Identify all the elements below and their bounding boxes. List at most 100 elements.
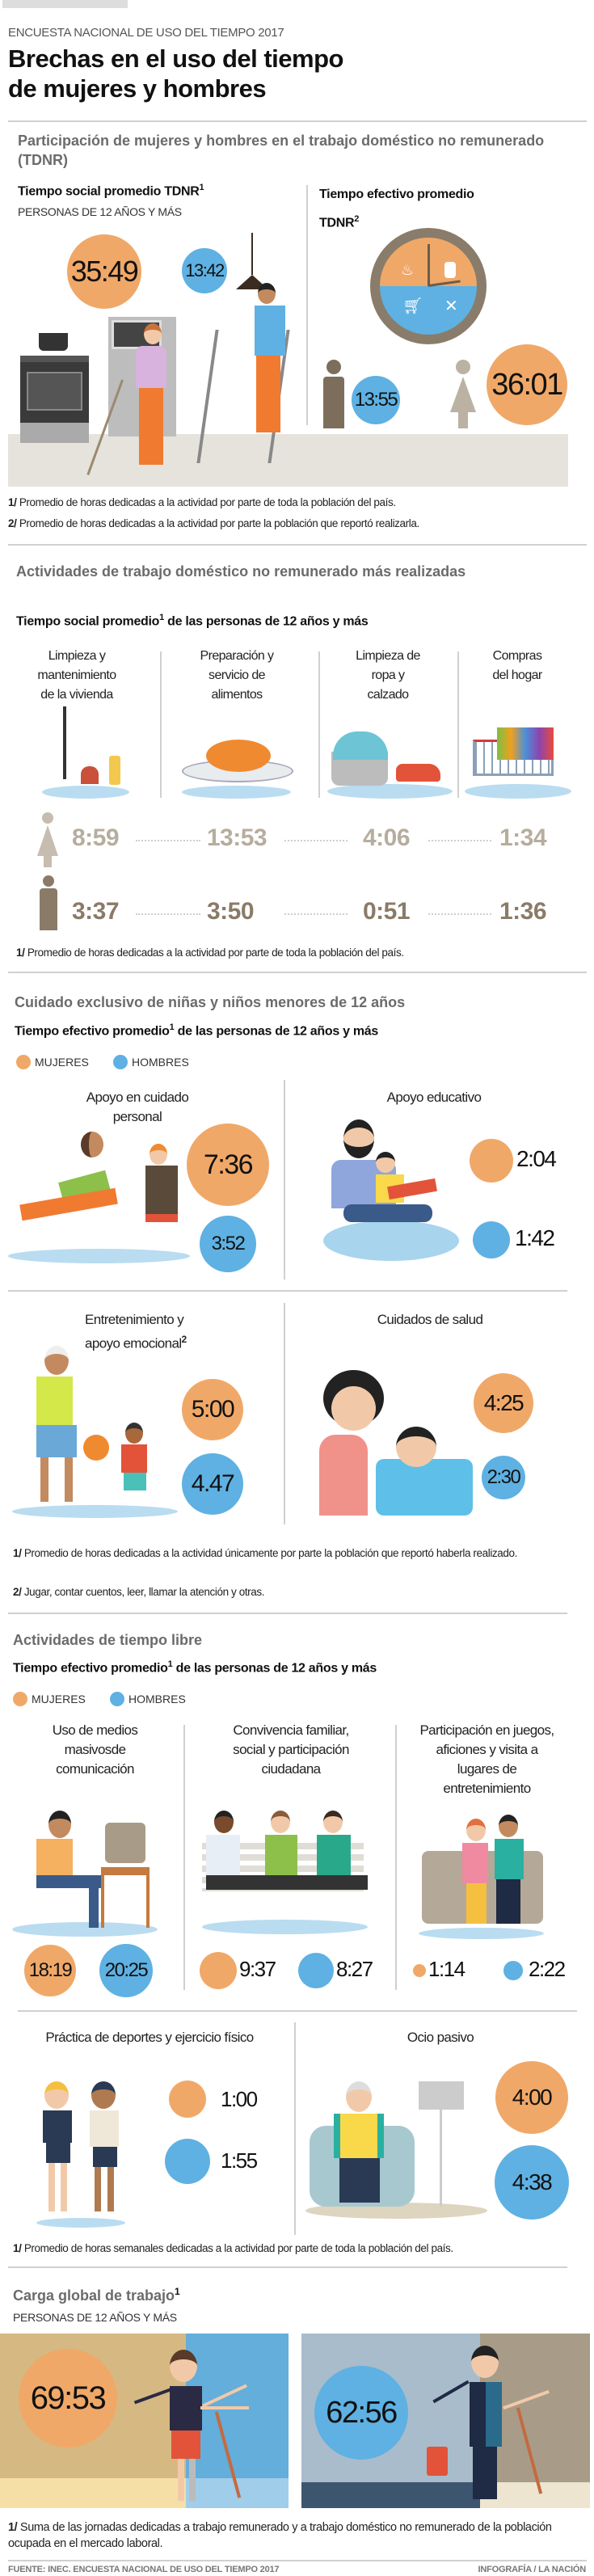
dotted-connector bbox=[428, 913, 491, 915]
women-value: 2:04 bbox=[516, 1146, 557, 1171]
legend-men: HOMBRES bbox=[113, 1055, 189, 1069]
free-label: Uso de medios masivosde comunicación bbox=[52, 1722, 138, 1777]
divider bbox=[306, 185, 308, 425]
care-label: Cuidados de salud bbox=[377, 1312, 483, 1327]
men-value: 20:25 bbox=[99, 1944, 153, 1997]
father-reading-illustration bbox=[327, 1119, 457, 1241]
clock-icon: ♨ 🛒︎ ✕ bbox=[370, 228, 487, 344]
floor bbox=[8, 434, 568, 487]
women-value: 1:14 bbox=[428, 1957, 466, 1981]
grandpa-basketball-illustration bbox=[20, 1346, 174, 1507]
men-value: 1:36 bbox=[499, 898, 547, 925]
subtitle-text: de las personas de 12 años y más bbox=[163, 614, 369, 629]
men-value: 8:27 bbox=[336, 1957, 373, 1981]
footnote-text: Promedio de horas dedicadas a la activid… bbox=[16, 496, 396, 508]
men-social-time: 13:42 bbox=[182, 248, 227, 293]
couple-sofa-illustration bbox=[422, 1815, 543, 1932]
care-label: Entretenimiento y apoyo emocional2 bbox=[85, 1310, 230, 1354]
footnote-mark: 2 bbox=[354, 214, 360, 224]
women-value: 8:59 bbox=[71, 824, 120, 851]
activity-label: Preparación y servicio de alimentos bbox=[200, 649, 275, 702]
divider bbox=[8, 1290, 567, 1292]
men-load-value: 62:56 bbox=[314, 2366, 408, 2460]
women-load-panel: 69:53 bbox=[0, 2334, 289, 2508]
men-swatch-icon bbox=[165, 2139, 210, 2184]
divider bbox=[8, 1613, 567, 1614]
broom-icon bbox=[516, 2407, 543, 2494]
legend-women: MUJERES bbox=[13, 1692, 86, 1706]
top-bar bbox=[2, 0, 128, 8]
women-swatch-icon bbox=[200, 1952, 237, 1989]
social-title: Tiempo social promedio TDNR1 bbox=[18, 183, 204, 199]
mother-child-illustration bbox=[16, 1132, 178, 1253]
divider bbox=[284, 1303, 285, 1524]
shadow bbox=[419, 1928, 544, 1939]
footnote-mark: 1 bbox=[175, 2286, 180, 2297]
men-effective-time: 13:55 bbox=[352, 376, 400, 424]
footnote-mark: 1/ bbox=[13, 1547, 22, 1559]
kicker: ENCUESTA NACIONAL DE USO DEL TIEMPO 2017 bbox=[8, 26, 284, 40]
divider bbox=[160, 651, 162, 798]
activity-label: Limpieza y mantenimiento de la vivienda bbox=[37, 649, 116, 702]
divider bbox=[395, 1725, 397, 1990]
people-bench-illustration bbox=[202, 1811, 388, 1932]
groceries bbox=[497, 727, 554, 760]
men-value: 1:42 bbox=[515, 1225, 555, 1250]
footnote-text: Promedio de horas dedicadas a la activid… bbox=[16, 517, 419, 529]
divider bbox=[18, 2010, 577, 2012]
free-subtitle: Tiempo efectivo promedio1 de las persona… bbox=[13, 1659, 377, 1676]
lamp-cord bbox=[251, 233, 253, 275]
footnote-text: Jugar, contar cuentos, leer, llamar la a… bbox=[21, 1586, 265, 1598]
shadow bbox=[36, 2218, 125, 2228]
effective-title-text: Tiempo efectivo promedio bbox=[319, 188, 474, 201]
footnote-mark: 1 bbox=[167, 1659, 173, 1669]
divider bbox=[183, 1725, 185, 1990]
legend-label: MUJERES bbox=[35, 1056, 89, 1069]
title-line-2: de mujeres y hombres bbox=[8, 74, 267, 103]
men-load-panel: 62:56 bbox=[301, 2334, 590, 2508]
tdnr-heading: Participación de mujeres y hombres en el… bbox=[18, 133, 545, 168]
footnote-mark: 1/ bbox=[13, 2242, 22, 2254]
load-subtitle: PERSONAS DE 12 AÑOS Y MÁS bbox=[13, 2311, 177, 2324]
credit: INFOGRAFÍA / LA NACIÓN bbox=[478, 2565, 587, 2574]
divider bbox=[294, 2022, 296, 2235]
page-title: Brechas en el uso del tiempo de mujeres … bbox=[8, 44, 343, 103]
shadow bbox=[465, 784, 571, 799]
women-load-value: 69:53 bbox=[19, 2349, 117, 2447]
men-value: 4:38 bbox=[495, 2145, 569, 2220]
man-figure-icon bbox=[39, 875, 58, 930]
men-value: 4.47 bbox=[182, 1453, 243, 1515]
legend-label: HOMBRES bbox=[128, 1693, 186, 1705]
footnote-mark: 1 bbox=[169, 1022, 175, 1032]
footnote-mark: 1 bbox=[199, 183, 204, 192]
women-social-time: 35:49 bbox=[67, 234, 141, 309]
stove-illustration bbox=[20, 356, 89, 443]
footnote-text: Promedio de horas dedicadas a la activid… bbox=[21, 1547, 518, 1559]
men-value: 1:55 bbox=[221, 2148, 258, 2173]
divider bbox=[318, 651, 320, 798]
spray-bottle-icon bbox=[109, 756, 120, 785]
legend-women: MUJERES bbox=[16, 1055, 89, 1069]
men-value: 2:22 bbox=[529, 1957, 566, 1981]
footnote-mark: 1/ bbox=[8, 496, 17, 508]
title-line-1: Brechas en el uso del tiempo bbox=[8, 44, 343, 73]
effective-title: Tiempo efectivo promedio TDNR2 bbox=[319, 183, 474, 235]
footnote: 1/ Promedio de horas dedicadas a la acti… bbox=[8, 495, 396, 511]
footnote-mark: 1/ bbox=[16, 947, 25, 959]
man-watching-tv-illustration bbox=[20, 1807, 158, 1928]
footnote-mark: 1 bbox=[159, 613, 164, 622]
dotted-connector bbox=[284, 913, 348, 915]
footnote-mark: 2/ bbox=[8, 517, 17, 529]
women-swatch-icon bbox=[470, 1139, 513, 1183]
men-value: 3:50 bbox=[206, 898, 255, 925]
social-subtitle: PERSONAS DE 12 AÑOS Y MÁS bbox=[18, 205, 182, 218]
footnote-text: Promedio de horas dedicadas a la activid… bbox=[24, 947, 404, 959]
care-subtitle: Tiempo efectivo promedio1 de las persona… bbox=[15, 1022, 378, 1039]
dotted-connector bbox=[136, 913, 200, 915]
women-value: 1:00 bbox=[221, 2087, 258, 2111]
tools-icon: ✕ bbox=[444, 297, 458, 315]
legend-men: HOMBRES bbox=[110, 1692, 186, 1706]
women-value: 7:36 bbox=[187, 1124, 269, 1206]
pot-icon: ♨ bbox=[401, 262, 415, 278]
activity-label: Compras del hogar bbox=[492, 649, 542, 682]
